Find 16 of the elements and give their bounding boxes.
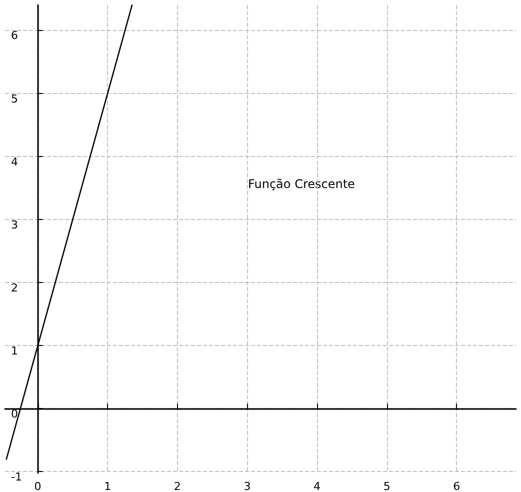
x-tick-label: 2: [174, 480, 181, 492]
y-tick-label: 4: [11, 155, 18, 168]
y-tick-label: 2: [11, 282, 18, 295]
y-tick-label: 1: [11, 344, 18, 358]
y-tick-label: 5: [11, 92, 18, 106]
x-tick-label: 3: [244, 480, 251, 492]
x-tick-label: 5: [383, 480, 390, 492]
x-tick-label: 6: [453, 480, 460, 492]
y-tick-label: 3: [11, 218, 18, 232]
y-tick-label: 0: [11, 408, 18, 421]
x-tick-label: 4: [314, 480, 321, 492]
x-tick-label: 1: [104, 480, 112, 492]
y-tick-label: 6: [11, 29, 18, 42]
x-tick-label: 0: [34, 480, 42, 492]
y-tick-label: -1: [11, 470, 22, 484]
annotation: Função Crescente: [248, 177, 355, 191]
